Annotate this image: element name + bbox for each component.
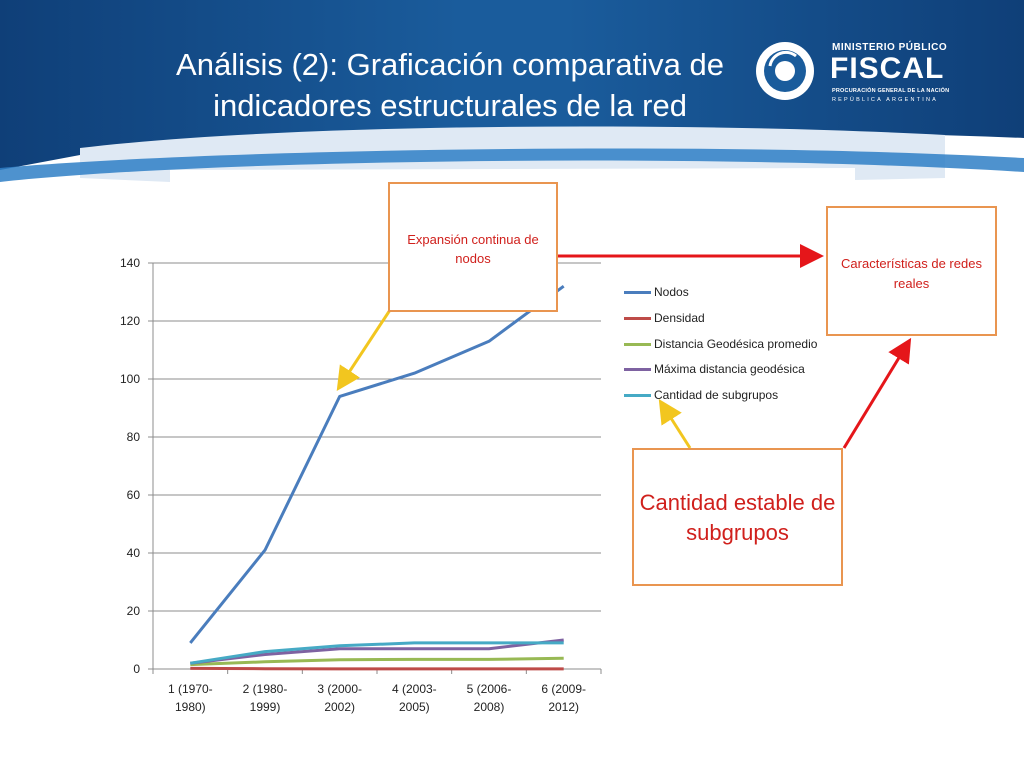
callout-expansion: Expansión continua de nodos: [388, 182, 558, 312]
y-tick-label: 80: [127, 430, 141, 444]
x-tick-label: 2005): [399, 700, 430, 714]
logo-line4: REPÚBLICA ARGENTINA: [832, 97, 938, 103]
legend-swatch: [624, 394, 651, 398]
y-tick-label: 120: [120, 314, 140, 328]
x-tick-label: 2008): [474, 700, 505, 714]
y-tick-label: 20: [127, 604, 141, 618]
series-line-cantidad-de-subgrupos: [190, 641, 564, 665]
series-line-distancia-geodésica-promedio: [190, 656, 564, 667]
callout-subgrupos: Cantidad estable de subgrupos: [632, 448, 843, 586]
y-tick-label: 0: [133, 662, 140, 676]
series-line-nodos: [189, 284, 565, 644]
legend-label: Densidad: [654, 310, 705, 325]
slide-header: Análisis (2): Graficación comparativa de…: [0, 0, 1024, 200]
x-tick-label: 5 (2006-: [467, 682, 512, 696]
ministerio-logo: MINISTERIO PÚBLICO FISCAL PROCURACIÓN GE…: [752, 38, 952, 108]
legend-label: Máxima distancia geodésica: [654, 362, 805, 377]
y-tick-label: 100: [120, 372, 140, 386]
legend-label: Cantidad de subgrupos: [654, 388, 779, 403]
callout-caracteristicas: Características de redes reales: [826, 206, 997, 336]
x-tick-label: 2012): [548, 700, 579, 714]
logo-line3: PROCURACIÓN GENERAL DE LA NACIÓN: [832, 88, 950, 94]
y-tick-label: 60: [127, 488, 141, 502]
x-tick-label: 6 (2009-: [541, 682, 586, 696]
header-swoosh: [0, 126, 1024, 200]
slide-title-line2: indicadores estructurales de la red: [213, 88, 687, 123]
logo-line2: FISCAL: [830, 52, 945, 85]
logo-line1: MINISTERIO PÚBLICO: [832, 42, 948, 53]
x-tick-label: 1980): [175, 700, 206, 714]
logo-emblem: [756, 42, 814, 100]
sun-emblem-icon: [764, 50, 806, 92]
x-tick-label: 4 (2003-: [392, 682, 437, 696]
legend-label: Distancia Geodésica promedio: [654, 336, 818, 351]
x-tick-label: 1999): [250, 700, 281, 714]
legend-label: Nodos: [654, 285, 689, 299]
slide-title: Análisis (2): Graficación comparativa de…: [150, 44, 750, 126]
legend-swatch: [624, 368, 651, 372]
y-tick-label: 140: [120, 256, 140, 270]
series-line-densidad: [190, 666, 564, 671]
x-tick-label: 2 (1980-: [243, 682, 288, 696]
y-tick-label: 40: [127, 546, 141, 560]
legend-swatch: [624, 316, 651, 320]
x-tick-label: 2002): [324, 700, 355, 714]
slide-title-line1: Análisis (2): Graficación comparativa de: [176, 47, 724, 82]
legend-swatch: [624, 291, 651, 294]
x-tick-label: 1 (1970-: [168, 682, 213, 696]
legend-swatch: [624, 342, 651, 346]
series-line-máxima-distancia-geodésica: [190, 638, 564, 665]
x-tick-label: 3 (2000-: [317, 682, 362, 696]
